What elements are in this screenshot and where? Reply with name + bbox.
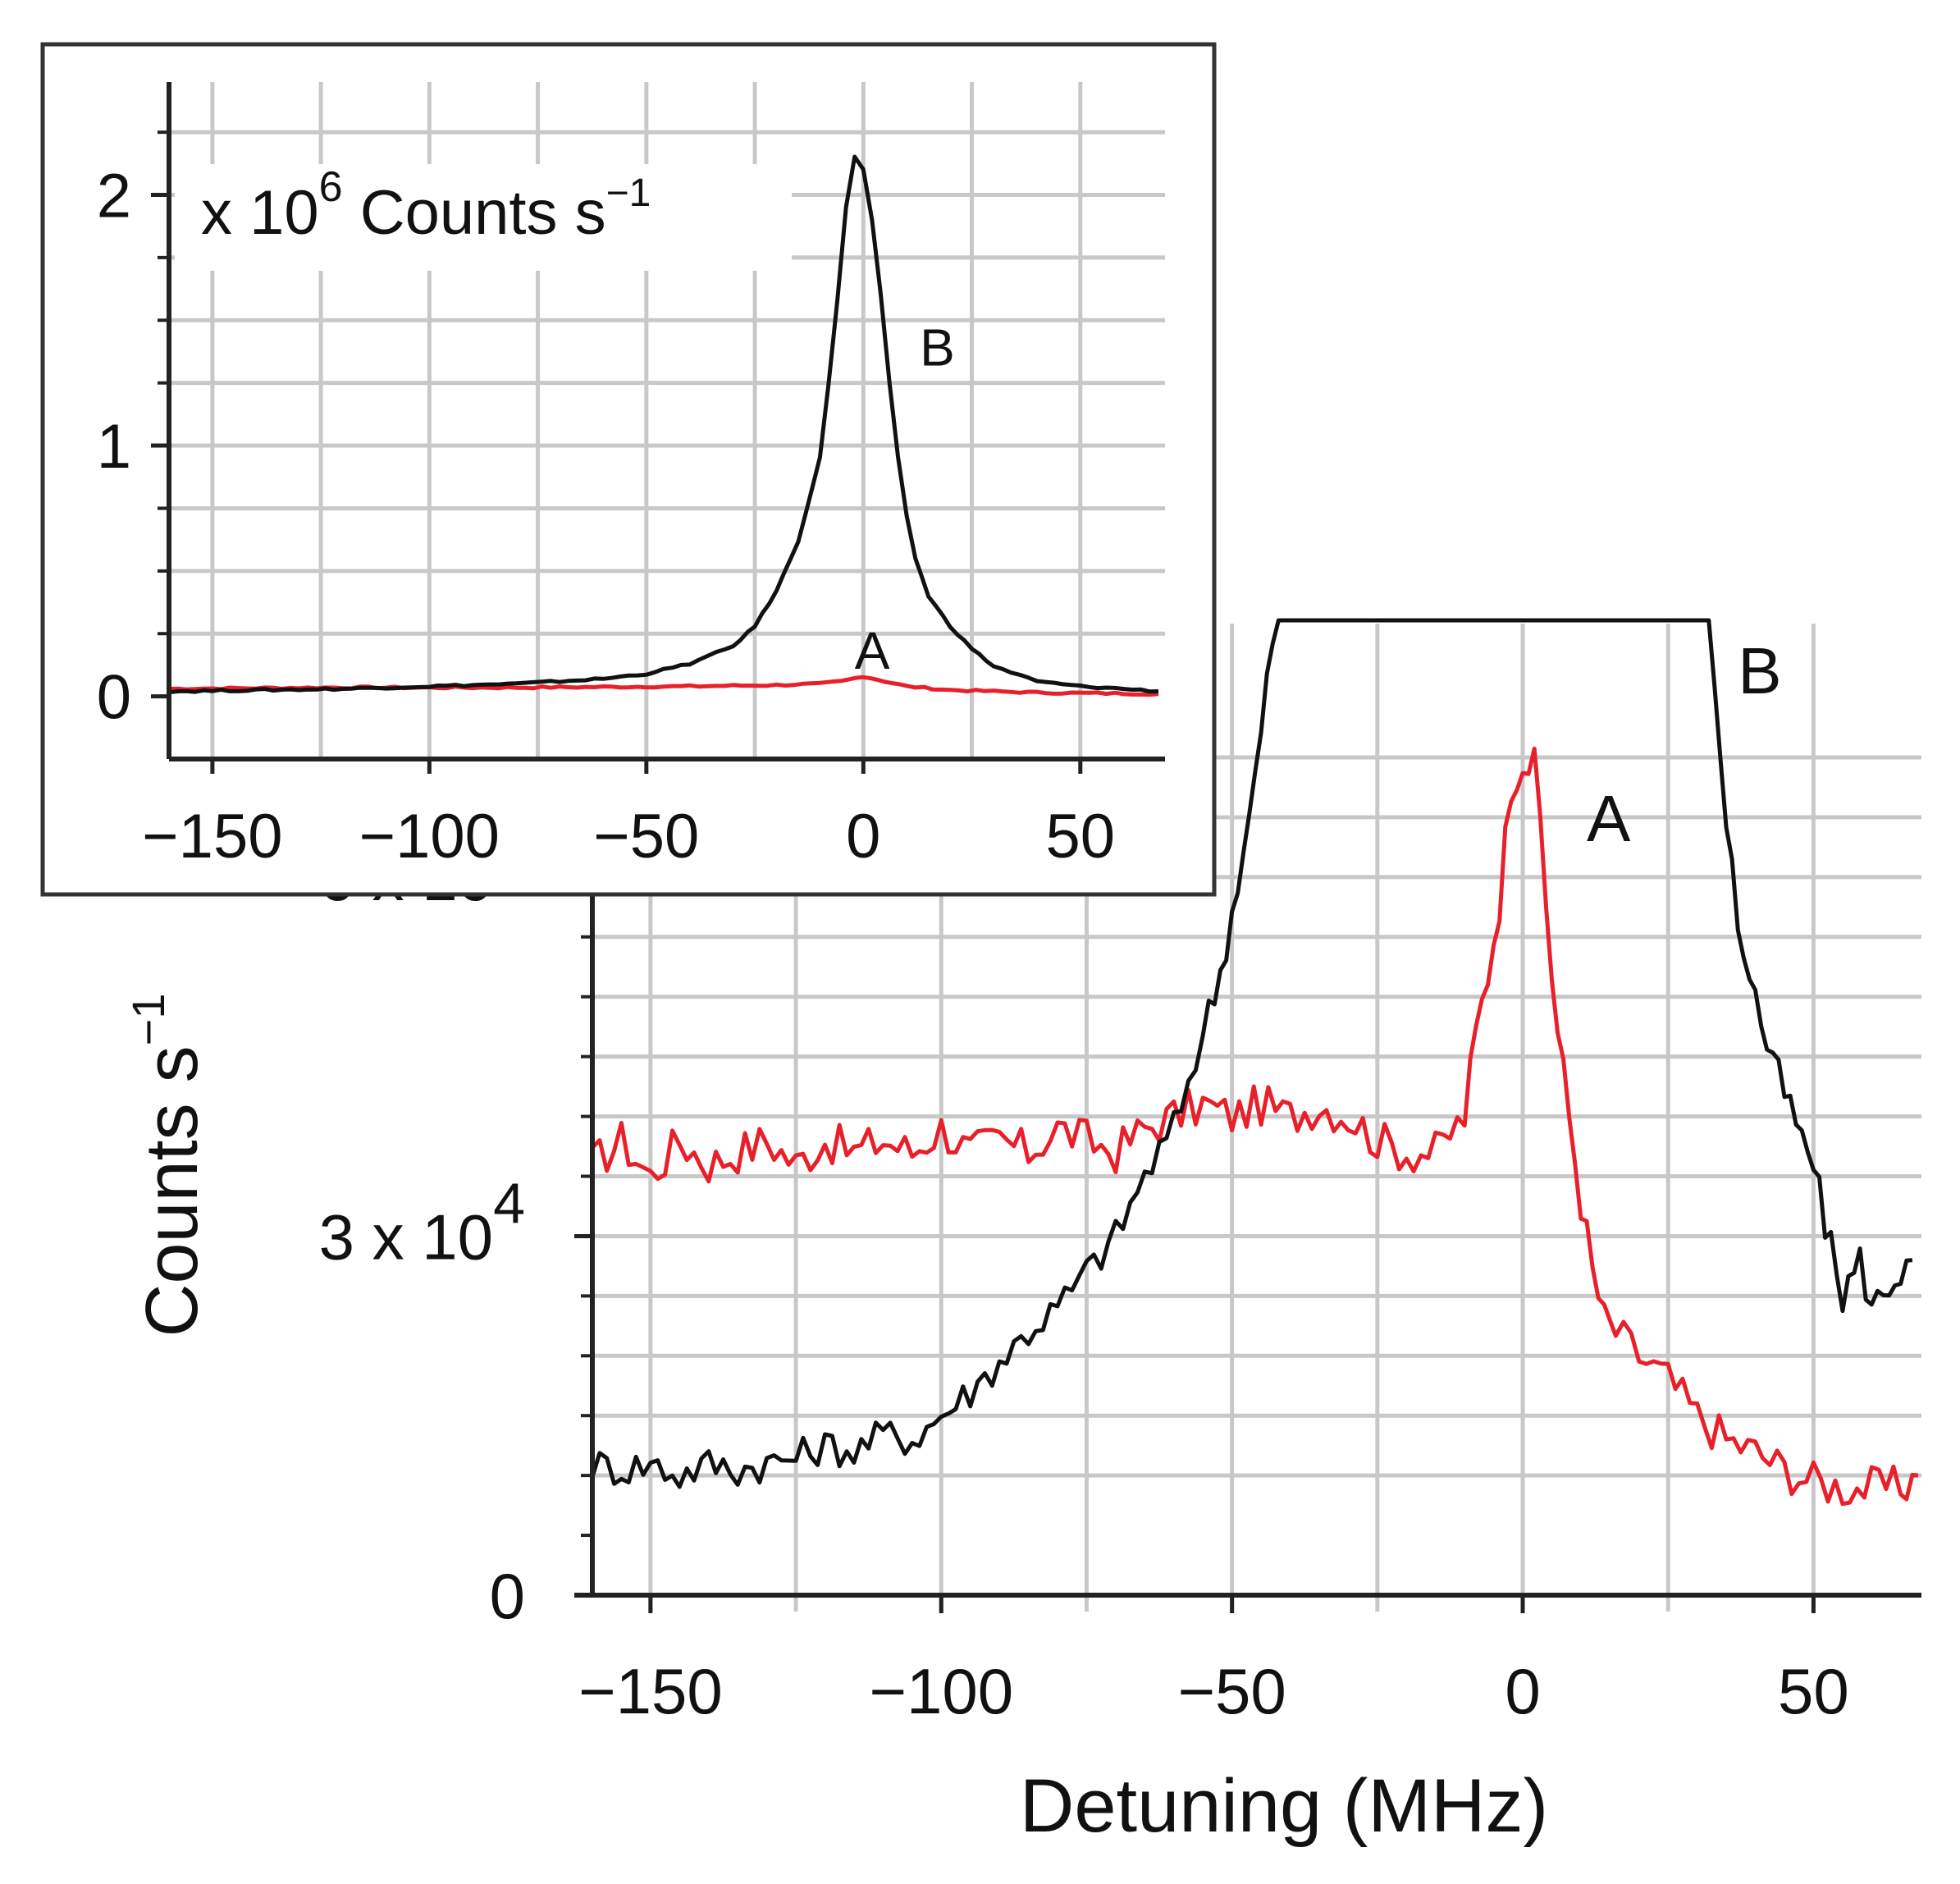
inset-title-rest-exponent: −1 <box>606 171 651 215</box>
inset-ticks: −150 −100 −50 0 50 0 1 2 <box>97 130 1116 871</box>
inset-title-rest: Counts s <box>343 178 606 248</box>
inset-y-tick-label: 2 <box>97 162 131 231</box>
inset-x-tick-label: −50 <box>593 802 699 871</box>
inset-title: x 106 Counts s−1 <box>201 163 651 248</box>
main-y-tick-label: 0 <box>490 1560 525 1632</box>
y-axis-label-text: Counts s <box>131 1045 213 1337</box>
x-axis-label: Detuning (MHz) <box>1020 1764 1548 1848</box>
main-series-label-B: B <box>1738 634 1781 707</box>
inset-title-base: x 10 <box>201 178 319 248</box>
main-series-line-A <box>591 746 1919 1507</box>
main-series-line-B <box>590 618 1913 1489</box>
y-axis-label: Counts s−1 <box>122 993 213 1337</box>
inset-x-tick-label: 50 <box>1046 802 1116 871</box>
svg-text:Counts s−1: Counts s−1 <box>122 993 213 1337</box>
main-y-tick-label: 3 x 104 <box>319 1171 525 1273</box>
main-x-tick-label: 0 <box>1505 1655 1540 1727</box>
inset-series-label-A: A <box>855 621 890 680</box>
inset-series-labels: AB <box>855 318 955 680</box>
main-grid <box>592 624 1921 1612</box>
main-x-tick-label: −50 <box>1177 1655 1286 1727</box>
main-series-labels: AB <box>1587 634 1782 855</box>
inset-y-tick-label: 0 <box>97 663 131 733</box>
main-x-tick-label: 50 <box>1778 1655 1849 1727</box>
inset-x-tick-label: −150 <box>142 802 282 871</box>
main-x-tick-label: −100 <box>869 1655 1013 1727</box>
inset-title-exponent: 6 <box>319 163 343 211</box>
main-series-label-A: A <box>1587 782 1631 855</box>
inset-y-tick-label: 1 <box>97 412 131 482</box>
inset-title-background <box>175 164 792 271</box>
inset-series <box>168 154 1159 697</box>
inset-x-tick-label: 0 <box>846 802 880 871</box>
main-axes <box>574 894 1921 1598</box>
main-series <box>590 618 1919 1507</box>
inset-series-label-B: B <box>920 318 955 377</box>
main-x-tick-label: −150 <box>578 1655 723 1727</box>
inset-series-line-B <box>168 154 1159 695</box>
y-axis-label-exponent: −1 <box>122 993 174 1045</box>
inset-x-tick-label: −100 <box>359 802 500 871</box>
